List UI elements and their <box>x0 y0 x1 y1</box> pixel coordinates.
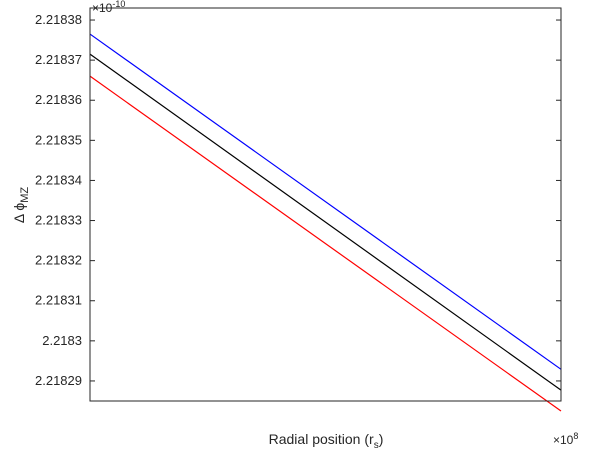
series-line-3 <box>89 75 562 412</box>
y-tick-label: 2.21831 <box>35 293 82 308</box>
y-tick-label: 2.21836 <box>35 92 82 107</box>
y-tick-label: 2.21834 <box>35 172 82 187</box>
y-tick-label: 2.21838 <box>35 12 82 27</box>
y-multiplier-label: ×10-10 <box>92 0 125 15</box>
series-line-2 <box>89 53 562 391</box>
series-layer <box>89 33 562 412</box>
y-tick-label: 2.21829 <box>35 373 82 388</box>
plot-frame <box>89 7 562 402</box>
y-tick-label: 2.21837 <box>35 52 82 67</box>
x-multiplier-label: ×108 <box>553 431 578 447</box>
ticks-layer: 7.077227.077247.077267.077287.07737.0773… <box>35 12 561 388</box>
x-axis-label: Radial position (rs) <box>269 431 384 451</box>
plot-background <box>90 8 561 401</box>
y-tick-label: 2.21833 <box>35 213 82 228</box>
y-tick-label: 2.21832 <box>35 253 82 268</box>
y-tick-label: 2.2183 <box>42 333 82 348</box>
series-line-1 <box>89 33 562 370</box>
y-axis-label: Δ ϕMZ <box>11 187 31 223</box>
y-tick-label: 2.21835 <box>35 132 82 147</box>
